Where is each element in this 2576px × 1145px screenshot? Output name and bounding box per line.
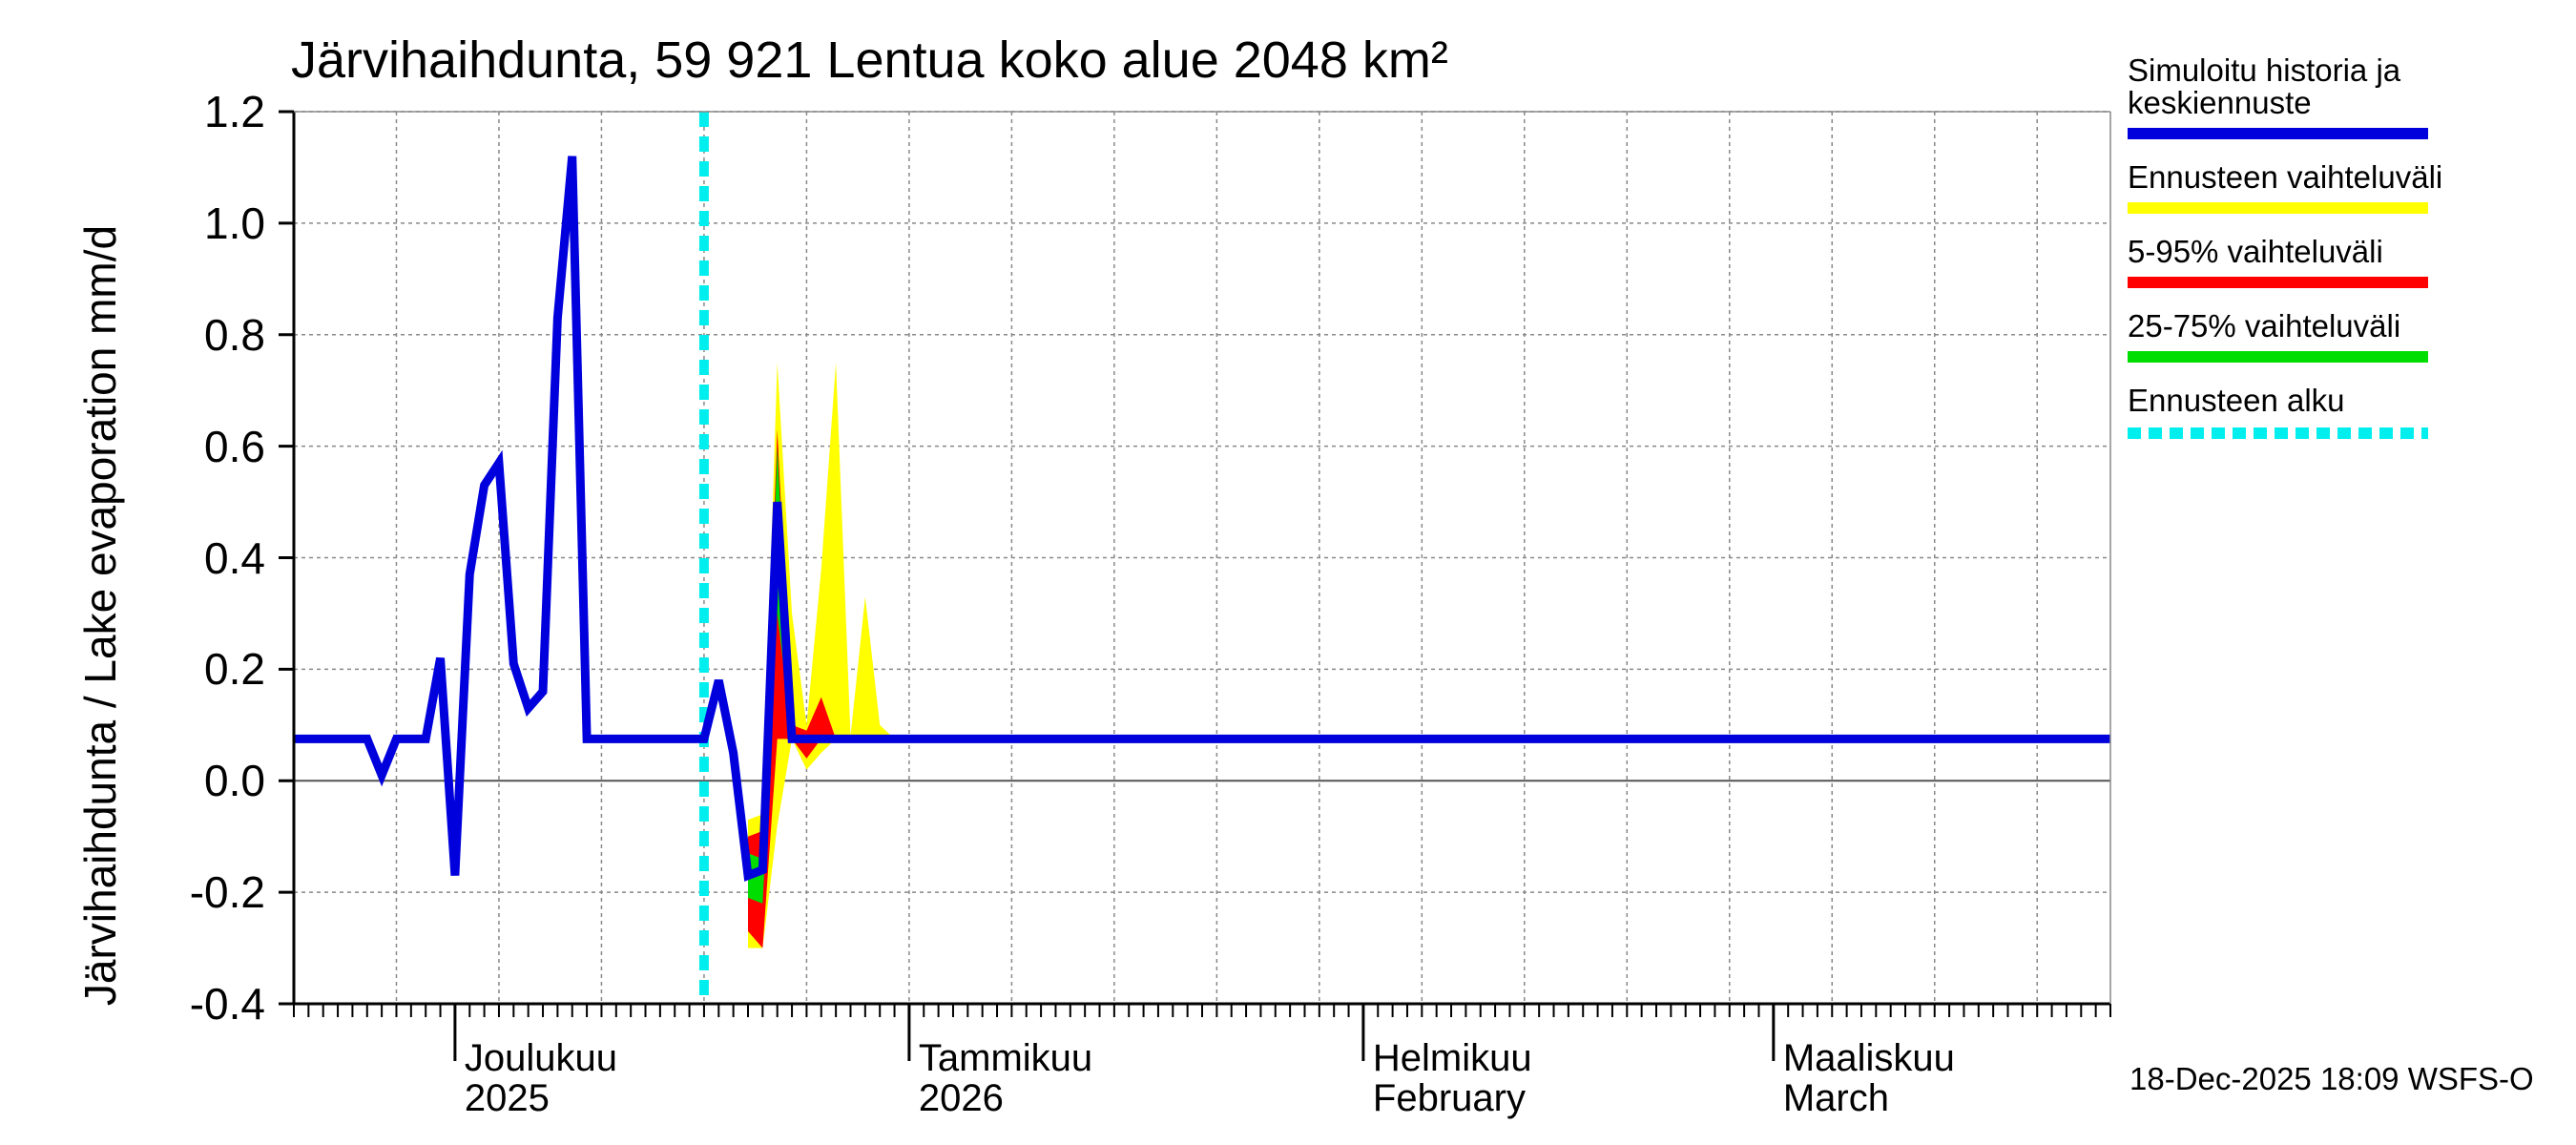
x-month-label: Joulukuu 2025 [465, 1038, 617, 1118]
legend-start: Ennusteen alku [2128, 383, 2345, 418]
x-month-label-line2: March [1782, 1077, 1889, 1119]
y-tick-label: 0.6 [204, 421, 265, 471]
axis-layer [279, 110, 2111, 1061]
chart-title: Järvihaihdunta, 59 921 Lentua koko alue … [291, 31, 1448, 89]
x-month-label: Maaliskuu March [1783, 1038, 1955, 1118]
x-month-label: Tammikuu 2026 [919, 1038, 1092, 1118]
x-month-label-line2: 2026 [918, 1077, 1004, 1119]
legend-sim-line1: Simuloitu historia ja [2128, 52, 2401, 88]
legend-sim-line2: keskiennuste [2128, 85, 2312, 120]
y-tick-label: 0.2 [204, 644, 265, 695]
y-tick-label: 1.0 [204, 198, 265, 248]
x-month-label-line1: Joulukuu [464, 1037, 618, 1079]
timestamp: 18-Dec-2025 18:09 WSFS-O [2129, 1061, 2534, 1096]
legend-layer [2128, 128, 2428, 439]
line-layer [294, 112, 2110, 1004]
band-forecast-range [748, 362, 909, 948]
x-month-label: Helmikuu February [1373, 1038, 1532, 1118]
x-month-label-line2: 2025 [464, 1077, 550, 1119]
median-line [294, 156, 2110, 882]
y-tick-label: 0.4 [204, 532, 265, 583]
legend-p25-75: 25-75% vaihteluväli [2128, 308, 2401, 344]
legend-p5-95: 5-95% vaihteluväli [2128, 234, 2383, 269]
x-month-label-line1: Maaliskuu [1782, 1037, 1955, 1079]
y-tick-label: 0.0 [204, 756, 265, 806]
x-month-label-line2: February [1372, 1077, 1526, 1119]
x-month-label-line1: Helmikuu [1372, 1037, 1532, 1079]
y-tick-label: -0.4 [189, 979, 265, 1029]
y-tick-label: -0.2 [189, 867, 265, 918]
x-month-label-line1: Tammikuu [918, 1037, 1093, 1079]
legend-range: Ennusteen vaihteluväli [2128, 159, 2443, 195]
grid-layer [293, 111, 2110, 1005]
y-tick-label: 0.8 [204, 309, 265, 360]
y-tick-label: 1.2 [204, 87, 265, 136]
